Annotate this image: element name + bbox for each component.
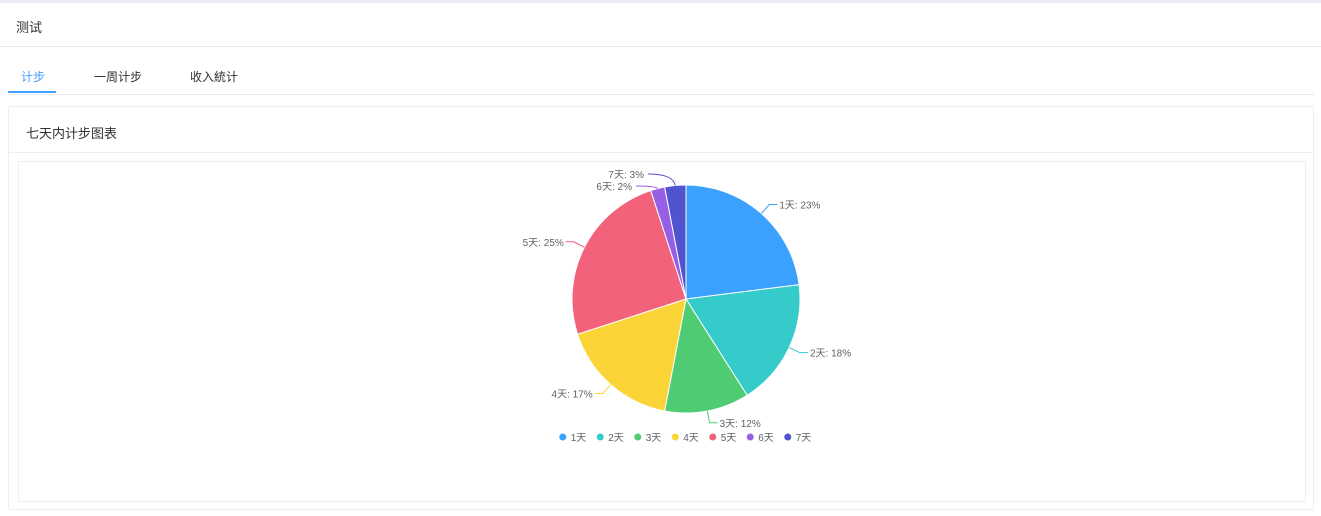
slice-label-7: 7天: 3% — [608, 170, 644, 181]
leader-line-4 — [594, 384, 611, 395]
page-header: 测试 — [0, 3, 1321, 47]
legend-label-5[interactable]: 5天 — [721, 433, 737, 444]
legend-marker-7[interactable] — [784, 433, 792, 441]
card-title: 七天内计步图表 — [26, 126, 118, 141]
slice-label-3: 3天: 12% — [720, 419, 761, 430]
tab-steps[interactable]: 计步 — [21, 70, 46, 84]
pie-slice-3[interactable] — [664, 297, 748, 414]
leader-line-2 — [788, 347, 809, 354]
leader-line-6 — [635, 185, 659, 189]
slice-labels: 1天: 23% 2天: 18% 3天: 12% 4天: 17% 5天: 25% 6天: 2… — [523, 170, 852, 430]
card-header: 七天内计步图表 — [9, 107, 1313, 153]
slice-label-1: 1天: 23% — [779, 200, 820, 211]
pie-slices — [571, 184, 801, 414]
legend-marker-4[interactable] — [671, 433, 679, 441]
legend-marker-5[interactable] — [709, 433, 717, 441]
tab-bar: 计步 一周计步 收入統计 — [8, 58, 1314, 95]
legend-label-6[interactable]: 6天 — [758, 433, 774, 444]
chart-container: 1天: 23% 2天: 18% 3天: 12% 4天: 17% 5天: 25% 6天: 2… — [18, 161, 1306, 502]
active-tab-indicator — [8, 91, 56, 93]
slice-label-4: 4天: 17% — [552, 390, 593, 401]
tab-income-stats[interactable]: 收入統计 — [190, 70, 239, 84]
legend-marker-6[interactable] — [746, 433, 754, 441]
leader-line-5 — [565, 241, 585, 248]
slice-label-5: 5天: 25% — [523, 238, 564, 249]
legend-label-2[interactable]: 2天 — [608, 433, 624, 444]
legend-marker-2[interactable] — [596, 433, 604, 441]
leader-line-1 — [761, 203, 778, 214]
pie-slice-2[interactable] — [685, 284, 801, 396]
chart-legend: 1天 2天 3天 4天 5天 6天 7天 — [559, 433, 811, 444]
legend-marker-1[interactable] — [559, 433, 567, 441]
legend-label-1[interactable]: 1天 — [571, 433, 587, 444]
legend-label-7[interactable]: 7天 — [796, 433, 812, 444]
pie-slice-5[interactable] — [571, 189, 687, 335]
top-border — [0, 0, 1321, 3]
slice-label-2: 2天: 18% — [810, 349, 851, 360]
leader-line-3 — [706, 410, 718, 424]
pie-slice-7[interactable] — [664, 184, 687, 300]
label-leader-lines — [565, 173, 809, 424]
legend-marker-3[interactable] — [634, 433, 642, 441]
pie-chart: 1天: 23% 2天: 18% 3天: 12% 4天: 17% 5天: 25% 6天: 2… — [523, 170, 852, 444]
chart-card: 七天内计步图表 1天: 23% 2天: 18% 3天: 12% 4天: 17% 5天: … — [8, 106, 1314, 510]
legend-label-4[interactable]: 4天 — [683, 433, 699, 444]
slice-label-6: 6天: 2% — [596, 182, 632, 193]
pie-slice-1[interactable] — [685, 184, 800, 300]
pie-slice-4[interactable] — [576, 298, 687, 412]
leader-line-7 — [647, 173, 676, 186]
tab-weekly-steps[interactable]: 一周计步 — [94, 70, 143, 84]
legend-label-3[interactable]: 3天 — [646, 433, 662, 444]
page-title: 测试 — [16, 20, 43, 35]
